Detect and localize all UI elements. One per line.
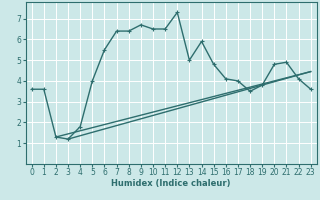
X-axis label: Humidex (Indice chaleur): Humidex (Indice chaleur) <box>111 179 231 188</box>
